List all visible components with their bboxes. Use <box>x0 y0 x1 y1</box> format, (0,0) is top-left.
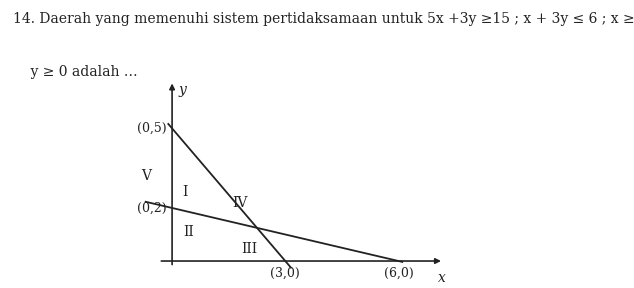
Text: (3,0): (3,0) <box>271 266 300 279</box>
Text: y ≥ 0 adalah …: y ≥ 0 adalah … <box>13 65 138 79</box>
Text: III: III <box>242 242 257 256</box>
Text: II: II <box>184 225 195 239</box>
Text: x: x <box>438 271 446 285</box>
Text: I: I <box>183 185 188 199</box>
Text: IV: IV <box>232 196 248 210</box>
Text: (6,0): (6,0) <box>384 266 413 279</box>
Text: V: V <box>141 169 151 183</box>
Text: (0,5): (0,5) <box>136 122 166 135</box>
Text: y: y <box>179 83 187 97</box>
Text: 14. Daerah yang memenuhi sistem pertidaksamaan untuk 5x +3y ≥15 ; x + 3y ≤ 6 ; x: 14. Daerah yang memenuhi sistem pertidak… <box>13 12 634 26</box>
Text: (0,2): (0,2) <box>136 202 166 215</box>
